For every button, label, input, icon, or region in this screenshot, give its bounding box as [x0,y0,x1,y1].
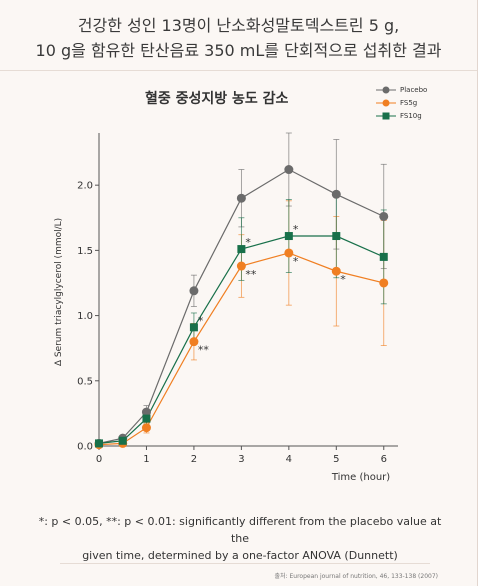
y-tick-label: 0.5 [77,376,93,387]
data-point-fs10g [332,232,341,241]
series-line-placebo [98,168,385,444]
x-axis-label: Time (hour) [331,472,390,483]
data-point-fs10g [189,323,198,332]
significance-marker: * [198,314,204,327]
significance-marker: ** [245,268,257,281]
x-tick-label: 5 [333,454,339,465]
data-point-placebo [379,211,389,221]
data-point-fs5g [189,337,199,347]
significance-marker: * [293,255,299,268]
data-point-fs5g [284,248,294,258]
data-point-fs5g [236,261,246,271]
x-tick-label: 2 [191,454,197,465]
header-divider [0,70,477,71]
significance-marker: * [245,236,251,249]
data-point-fs5g [141,423,151,433]
source-citation: 출처: European journal of nutrition, 46, 1… [274,573,438,580]
data-point-fs10g [142,414,151,423]
data-point-fs10g [237,245,246,254]
header-line-1: 건강한 성인 13명이 난소화성말토덱스트린 5 g, [77,16,400,35]
data-point-placebo [189,286,199,296]
significance-marker: * [340,273,346,286]
data-point-fs10g [379,252,388,261]
x-tick-label: 0 [96,454,102,465]
y-tick-label: 1.0 [77,311,93,322]
footnote-line-2: given time, determined by a one-factor A… [82,549,398,562]
significance-marker: * [293,223,299,236]
data-point-fs5g [331,266,341,276]
data-point-placebo [236,193,246,203]
data-point-fs5g [379,278,389,288]
source-divider [60,563,430,564]
legend-marker-fs5g [376,99,396,107]
data-point-fs10g [118,436,127,445]
data-point-placebo [331,189,341,199]
legend-marker-placebo [376,86,396,94]
data-point-placebo [141,407,151,417]
chart-title: 혈중 중성지방 농도 감소 [145,91,289,107]
significance-marker: ** [198,344,210,357]
x-tick-label: 4 [286,454,292,465]
y-tick-label: 1.5 [77,246,93,257]
x-tick-label: 1 [143,454,149,465]
header: 건강한 성인 13명이 난소화성말토덱스트린 5 g, 10 g을 함유한 탄산… [0,0,477,68]
legend-marker-fs10g [376,112,396,120]
footnote-line-1: *: p < 0.05, **: p < 0.01: significantly… [38,515,442,545]
y-tick-label: 2.0 [77,181,93,192]
footnote: *: p < 0.05, **: p < 0.01: significantly… [30,513,450,564]
legend-label-fs10g: FS10g [400,112,422,120]
legend-label-fs5g: FS5g [400,99,418,107]
header-line-2: 10 g을 함유한 탄산음료 350 mL를 단회적으로 섭취한 결과 [35,41,442,60]
data-point-fs10g [95,439,103,448]
y-tick-label: 0.0 [77,442,93,453]
y-axis-label: Δ Serum triacylglycerol (mmol/L) [54,218,64,366]
data-point-placebo [284,165,294,175]
data-point-fs10g [284,232,293,241]
x-tick-label: 3 [238,454,244,465]
x-tick-label: 6 [381,454,387,465]
legend-label-placebo: Placebo [400,86,428,94]
